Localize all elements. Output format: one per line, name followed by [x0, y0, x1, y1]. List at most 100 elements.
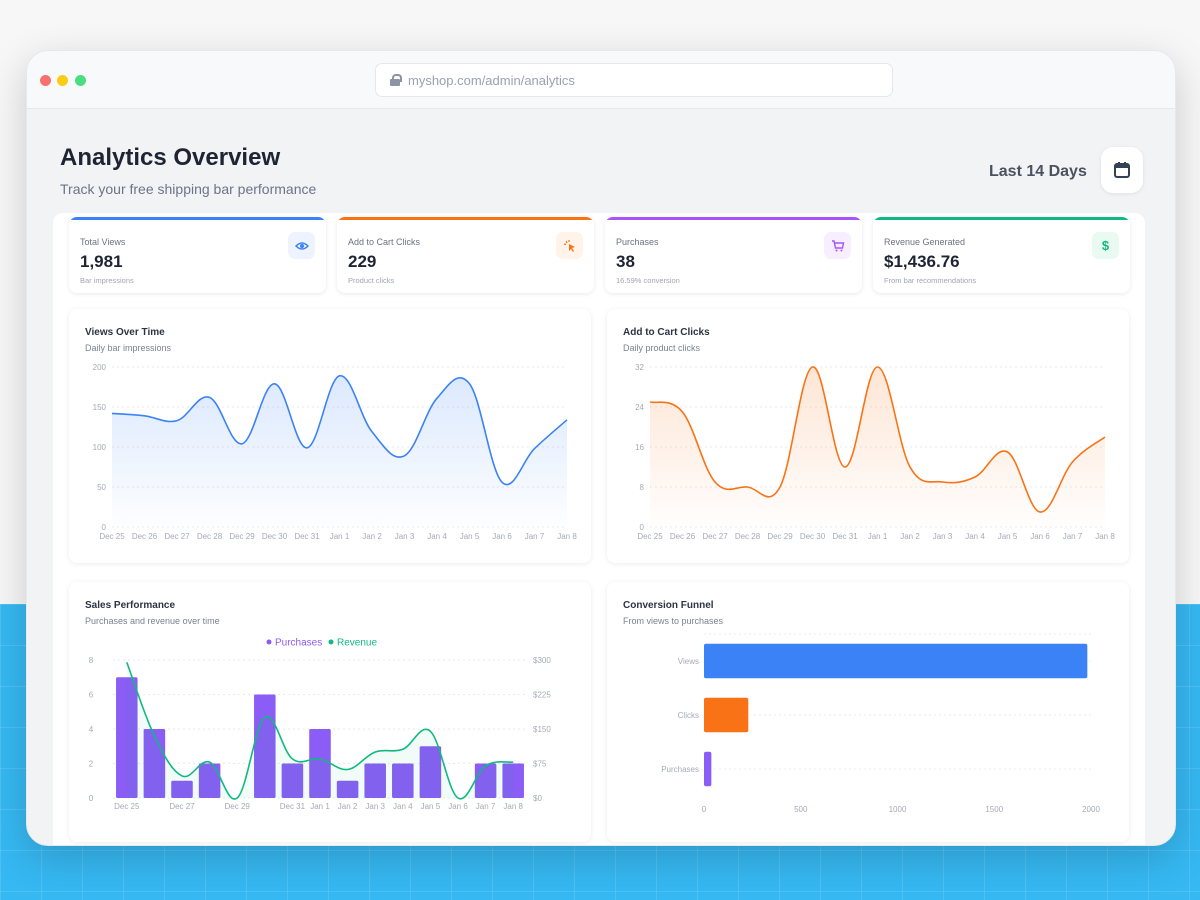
x-tick-label: Jan 5	[460, 532, 480, 541]
sales-chart-card: Sales Performance Purchases and revenue …	[69, 582, 591, 842]
x-tick-label: Dec 28	[197, 532, 223, 541]
stat-value: 229	[348, 252, 377, 271]
close-window-button[interactable]	[40, 75, 51, 86]
chart-title: Conversion Funnel	[623, 600, 714, 611]
y-tick-label-left: 8	[89, 656, 94, 665]
x-tick-label: Jan 1	[330, 532, 350, 541]
y-tick-label: 8	[640, 483, 645, 492]
browser-window: myshop.com/admin/analytics Analytics Ove…	[26, 50, 1176, 846]
y-tick-label: 24	[635, 403, 644, 412]
date-range-label: Last 14 Days	[989, 163, 1087, 180]
x-tick-label: Jan 8	[503, 802, 523, 811]
x-tick-label: Dec 29	[225, 802, 251, 811]
x-tick-label: Dec 30	[800, 532, 826, 541]
category-label: Views	[678, 657, 699, 666]
x-tick-label: Dec 31	[294, 532, 320, 541]
chart-subtitle: Daily bar impressions	[85, 343, 172, 353]
stat-accent-bar	[605, 217, 862, 220]
funnel-chart: Views Clicks Purchases 0 500 1000 1500 2000	[661, 633, 1100, 814]
x-tick-label: Jan 7	[476, 802, 496, 811]
x-tick-label: 500	[794, 805, 808, 814]
x-tick-label: Dec 25	[99, 532, 125, 541]
x-tick-label: Dec 25	[637, 532, 663, 541]
x-tick-label: Dec 26	[670, 532, 696, 541]
stat-value: 1,981	[80, 252, 123, 271]
purchases-bar	[392, 763, 414, 798]
sales-chart: 0 $0 2 $75 4 $150 6 $225 8 $300 Dec 25 Dec 27 Dec 29…	[89, 638, 552, 812]
funnel-bar-clicks	[704, 697, 749, 733]
x-tick-label: Jan 7	[1063, 532, 1083, 541]
x-tick-label: Dec 31	[280, 802, 306, 811]
purchases-bar	[502, 763, 524, 798]
x-tick-label: Dec 29	[767, 532, 793, 541]
stat-card-purchases: Purchases 38 16.59% conversion	[605, 217, 862, 293]
purchases-bar	[198, 763, 221, 798]
x-tick-label: Jan 2	[338, 802, 358, 811]
y-tick-label-right: $75	[533, 760, 547, 769]
x-tick-label: Dec 27	[164, 532, 190, 541]
purchases-bar	[254, 694, 276, 798]
x-tick-label: Jan 6	[448, 802, 468, 811]
purchases-bar	[336, 780, 359, 798]
x-tick-label: Dec 29	[229, 532, 255, 541]
maximize-window-button[interactable]	[75, 75, 86, 86]
x-tick-label: Jan 8	[1095, 532, 1115, 541]
stat-label: Add to Cart Clicks	[348, 237, 421, 247]
y-tick-label-right: $150	[533, 725, 551, 734]
chart-title: Views Over Time	[85, 327, 165, 338]
x-tick-label: 1500	[985, 805, 1003, 814]
stat-accent-bar	[69, 217, 326, 220]
y-tick-label: 32	[635, 363, 644, 372]
legend-purchases-swatch	[266, 639, 272, 645]
y-tick-label-right: $300	[533, 656, 551, 665]
x-tick-label: Jan 3	[365, 802, 385, 811]
stat-caption: 16.59% conversion	[616, 276, 680, 285]
y-tick-label-left: 0	[89, 794, 94, 803]
y-tick-label-left: 4	[89, 725, 94, 734]
url-text: myshop.com/admin/analytics	[408, 72, 575, 88]
dollar-icon: $	[1092, 232, 1119, 259]
legend-revenue-swatch	[328, 639, 334, 645]
lock-icon	[390, 74, 402, 86]
chart-title: Sales Performance	[85, 600, 176, 611]
stat-caption: Bar impressions	[80, 276, 134, 285]
x-tick-label: Dec 31	[832, 532, 858, 541]
x-tick-label: Jan 4	[393, 802, 413, 811]
address-bar[interactable]: myshop.com/admin/analytics	[375, 63, 893, 97]
legend-revenue-label: Revenue	[337, 638, 377, 649]
x-tick-label: Dec 30	[262, 532, 288, 541]
y-tick-label-right: $0	[533, 794, 542, 803]
x-tick-label: 0	[702, 805, 707, 814]
click-pointer-icon	[556, 232, 583, 259]
x-tick-label: Jan 5	[421, 802, 441, 811]
purchases-bar	[116, 677, 138, 798]
area-fill	[112, 375, 567, 527]
x-tick-label: Dec 28	[735, 532, 761, 541]
page-title: Analytics Overview	[60, 144, 281, 171]
y-tick-label: 200	[93, 363, 107, 372]
x-tick-label: Jan 3	[395, 532, 415, 541]
funnel-bar-purchases	[704, 751, 712, 787]
x-tick-label: Dec 27	[169, 802, 195, 811]
x-tick-label: 1000	[889, 805, 907, 814]
minimize-window-button[interactable]	[57, 75, 68, 86]
series-line	[649, 366, 1106, 513]
category-label: Purchases	[661, 765, 699, 774]
date-range-picker-button[interactable]	[1101, 147, 1143, 193]
purchases-bar	[281, 763, 304, 798]
x-tick-label: Jan 6	[492, 532, 512, 541]
chart-subtitle: Purchases and revenue over time	[85, 616, 220, 626]
clicks-chart: 0 8 16 24 32 Dec 25 Dec 26 Dec 27 Dec 28 Dec 29 De…	[635, 363, 1115, 541]
chart-subtitle: Daily product clicks	[623, 343, 701, 353]
y-tick-label: 100	[93, 443, 107, 452]
funnel-bar-views	[704, 643, 1088, 679]
chart-subtitle: From views to purchases	[623, 616, 724, 626]
stat-value: 38	[616, 252, 635, 271]
revenue-area	[126, 662, 514, 800]
y-tick-label: 150	[93, 403, 107, 412]
y-tick-label-right: $225	[533, 691, 551, 700]
stat-card-total-views: Total Views 1,981 Bar impressions	[69, 217, 326, 293]
eye-icon	[288, 232, 315, 259]
x-tick-label: Jan 1	[868, 532, 888, 541]
stat-accent-bar	[873, 217, 1130, 220]
